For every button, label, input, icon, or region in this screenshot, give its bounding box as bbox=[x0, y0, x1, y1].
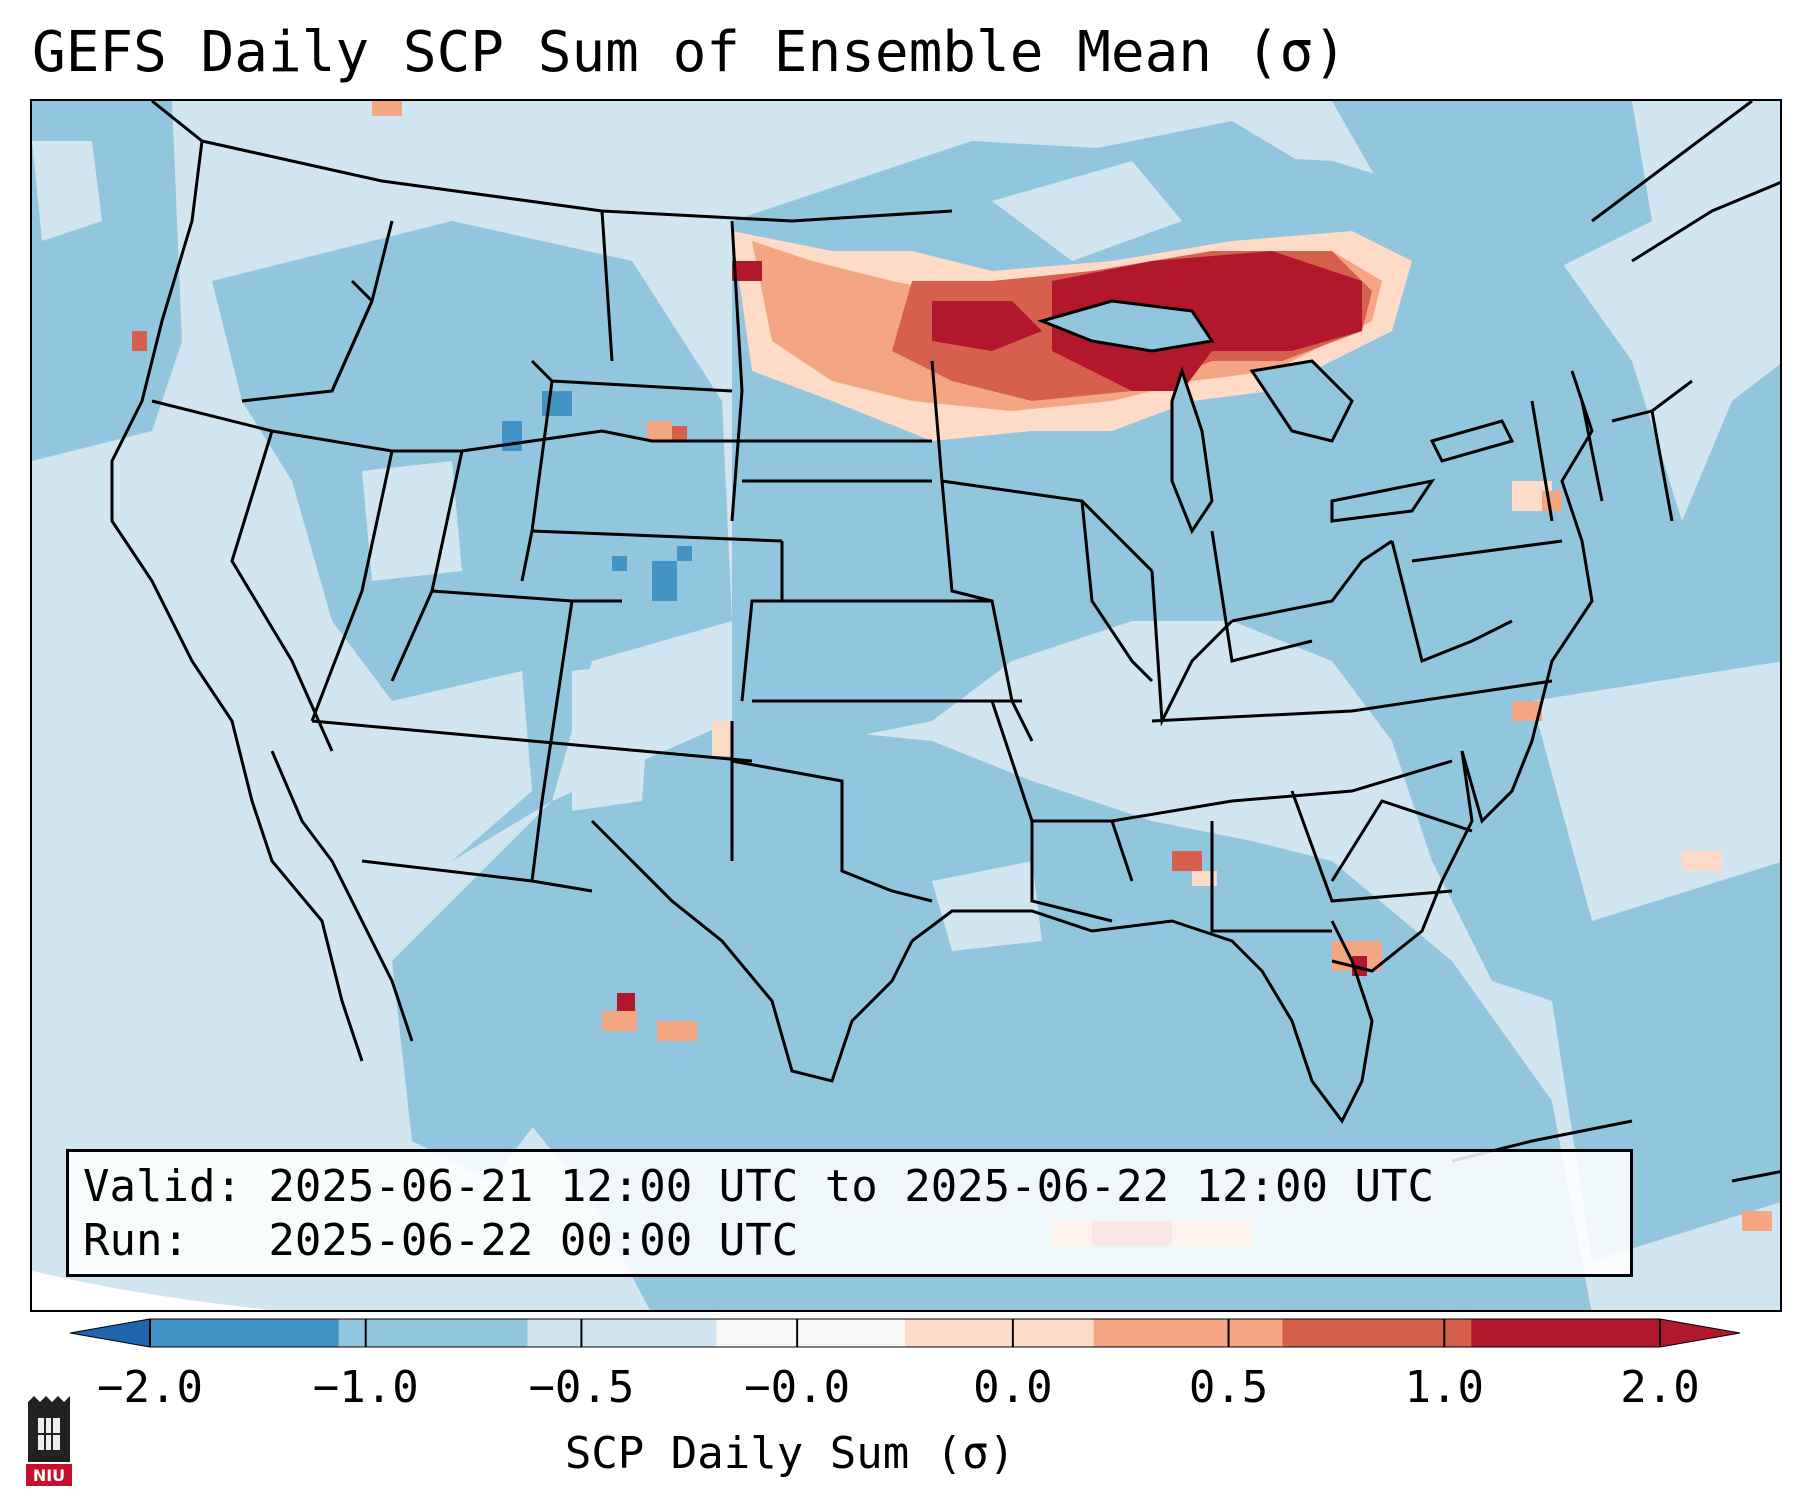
projection-edge bbox=[32, 1271, 273, 1310]
map-title: GEFS Daily SCP Sum of Ensemble Mean (σ) bbox=[32, 20, 1347, 85]
colorbar-tick-label: 0.5 bbox=[1188, 1362, 1269, 1413]
colorbar-segment bbox=[905, 1319, 1095, 1347]
colorbar-segment bbox=[338, 1319, 528, 1347]
state-borders bbox=[151, 139, 1693, 933]
colorbar-segment bbox=[1093, 1319, 1283, 1347]
niu-logo: NIU bbox=[26, 1396, 72, 1486]
colorbar-tick-label: −0.5 bbox=[528, 1362, 635, 1413]
colorbar-tick-label: −2.0 bbox=[97, 1362, 203, 1413]
scp-map bbox=[32, 101, 1780, 1310]
colorbar-segment bbox=[716, 1319, 906, 1347]
logo-text: NIU bbox=[33, 1466, 65, 1485]
colorbar-segment bbox=[527, 1319, 717, 1347]
colorbar-tick-label: −1.0 bbox=[312, 1362, 419, 1413]
valid-time-text: Valid: 2025-06-21 12:00 UTC to 2025-06-2… bbox=[83, 1161, 1435, 1212]
validity-info-box: Valid: 2025-06-21 12:00 UTC to 2025-06-2… bbox=[66, 1149, 1633, 1277]
colorbar-segment bbox=[1282, 1319, 1472, 1347]
colorbar-segment bbox=[1471, 1319, 1661, 1347]
run-time-text: Run: 2025-06-22 00:00 UTC bbox=[83, 1215, 799, 1266]
colorbar-label: SCP Daily Sum (σ) bbox=[564, 1428, 1016, 1479]
colorbar-tick-label: 1.0 bbox=[1404, 1362, 1485, 1413]
great-lakes bbox=[1037, 299, 1515, 535]
map-panel[interactable] bbox=[30, 99, 1782, 1312]
colorbar bbox=[70, 1318, 1740, 1348]
colorbar-extend-high bbox=[1659, 1318, 1740, 1348]
colorbar-segment bbox=[150, 1319, 340, 1347]
colorbar-tick-label: −0.0 bbox=[744, 1362, 851, 1413]
coastlines bbox=[110, 101, 1780, 1183]
colorbar-tick-label: 0.0 bbox=[973, 1362, 1053, 1413]
colorbar-tick-label: 2.0 bbox=[1620, 1362, 1700, 1413]
colorbar-extend-low bbox=[70, 1318, 151, 1348]
